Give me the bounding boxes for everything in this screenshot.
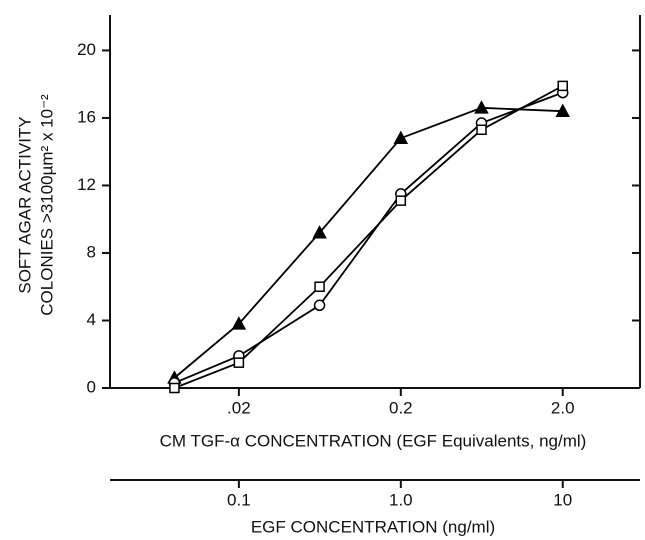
square-marker: [233, 357, 245, 368]
triangle-marker: [474, 100, 489, 114]
triangle-marker: [555, 103, 571, 117]
x2-tick-label: 10: [553, 490, 572, 509]
y-tick-label: 20: [77, 40, 96, 59]
x2-axis-title: EGF CONCENTRATION (ng/ml): [251, 517, 495, 536]
x-tick-label: .02: [227, 398, 251, 417]
axis-frame: [109, 15, 641, 389]
y-tick-label: 0: [87, 377, 96, 396]
square-marker: [314, 281, 325, 292]
x-axis-title: CM TGF-α CONCENTRATION (EGF Equivalents,…: [160, 431, 587, 450]
y-axis-title: COLONIES >3100µm² x 10⁻²: [37, 94, 56, 316]
triangle-marker: [312, 225, 327, 239]
x-tick-label: 2.0: [551, 398, 575, 417]
y-axis-title: SOFT AGAR ACTIVITY: [15, 116, 34, 293]
square-marker: [557, 80, 568, 92]
x2-tick-label: 0.1: [227, 490, 251, 509]
y-tick-label: 8: [87, 242, 96, 261]
y-tick-label: 12: [77, 175, 96, 194]
x2-tick-label: 1.0: [389, 490, 413, 509]
series-line: [173, 106, 563, 379]
circle-marker: [313, 299, 326, 312]
y-tick-label: 16: [77, 107, 96, 126]
square-marker: [395, 195, 407, 206]
series-line: [174, 91, 564, 384]
square-marker: [169, 382, 180, 394]
series-line: [174, 85, 564, 389]
triangle-marker: [231, 316, 247, 330]
y-tick-label: 4: [87, 310, 96, 329]
triangle-marker: [393, 130, 409, 144]
square-marker: [476, 124, 487, 136]
x-tick-label: 0.2: [389, 398, 413, 417]
